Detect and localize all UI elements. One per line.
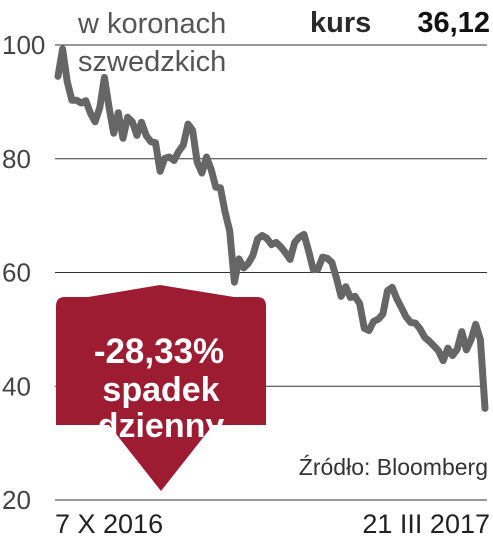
chart-header: w koronach szwedzkich kurs 36,12: [77, 7, 490, 78]
unit-label-line-2: szwedzkich: [78, 46, 226, 78]
x-label-end: 21 III 2017: [362, 509, 490, 539]
price-value: 36,12: [417, 7, 490, 39]
y-axis-tick-labels: 100 80 60 40 20: [2, 30, 45, 515]
y-tick-label-20: 20: [2, 485, 31, 515]
price-label: kurs: [310, 7, 371, 39]
y-tick-label-60: 60: [2, 258, 31, 288]
unit-label-line-1: w koronach: [77, 8, 226, 40]
x-axis-labels: 7 X 2016 21 III 2017: [55, 509, 490, 539]
callout-line-2: dzienny: [98, 407, 225, 445]
callout-line-1: spadek: [102, 371, 219, 409]
source-label: Źródło: Bloomberg: [299, 454, 488, 480]
y-tick-label-40: 40: [2, 371, 31, 401]
daily-drop-callout: -28,33% spadek dzienny: [56, 285, 266, 491]
y-tick-label-80: 80: [2, 144, 31, 174]
series-line: [54, 45, 489, 412]
y-tick-label-100: 100: [2, 30, 45, 60]
callout-arrow-shape: [56, 285, 266, 491]
x-label-start: 7 X 2016: [55, 509, 163, 539]
callout-percent: -28,33%: [94, 332, 224, 371]
